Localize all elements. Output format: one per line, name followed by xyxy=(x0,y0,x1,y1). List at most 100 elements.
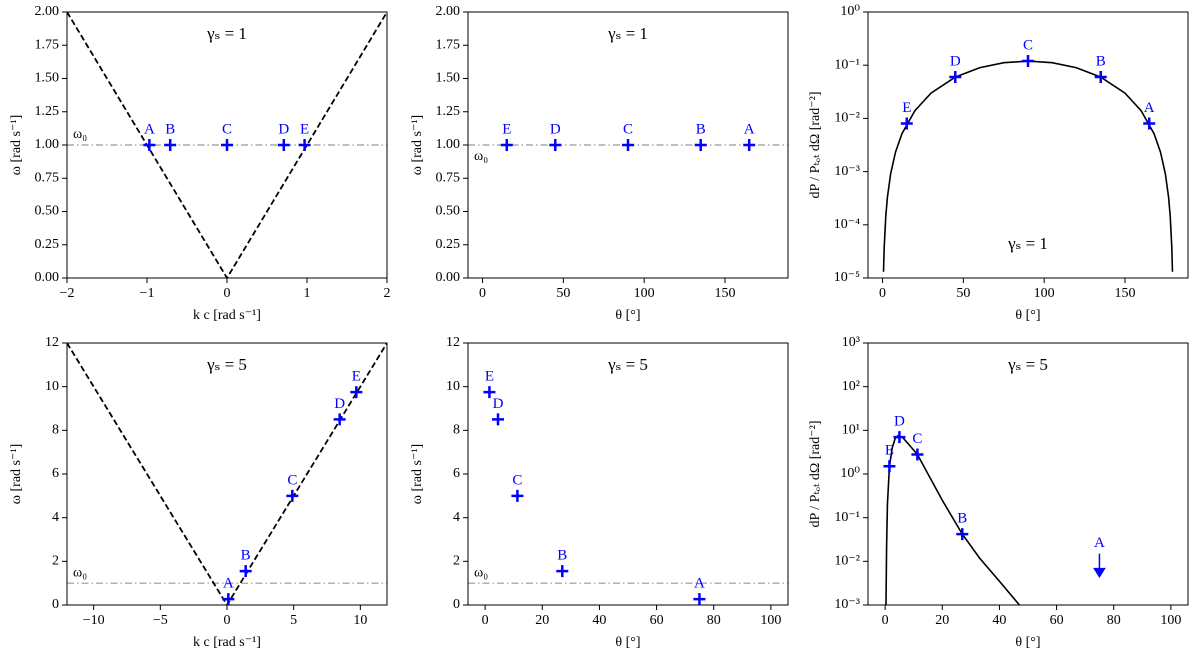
y-tick-label: 2.00 xyxy=(35,4,60,19)
x-tick-label: 0 xyxy=(879,286,886,301)
panel: 0 50 100 150 10⁻⁵ 10⁻⁴ 10⁻³ 10⁻² 10⁻¹ 10⁰ θ [°] dP … xyxy=(808,4,1189,323)
x-axis-label: θ [°] xyxy=(1015,635,1040,650)
point-label: B xyxy=(557,548,567,564)
annotation: γₛ = 5 xyxy=(1007,355,1048,374)
y-tick-label: 12 xyxy=(45,335,59,350)
point xyxy=(893,431,906,444)
x-tick-label: 100 xyxy=(1160,613,1181,628)
annotation: γₛ = 1 xyxy=(206,24,247,43)
point xyxy=(900,117,913,130)
panel: −10 −5 0 5 10 0 2 4 6 8 10 12 k c [rad s⁻¹] ω [rad s⁻… xyxy=(9,335,388,650)
point-label: A xyxy=(744,121,755,137)
x-tick-label: −1 xyxy=(140,286,155,301)
y-tick-label: 1.25 xyxy=(436,104,461,119)
y-tick-label: 6 xyxy=(52,466,59,481)
x-tick-label: 80 xyxy=(1107,613,1121,628)
y-tick-label: 10⁻² xyxy=(834,111,860,126)
y-tick-label: 1.50 xyxy=(35,71,60,86)
curve xyxy=(67,12,387,278)
x-tick-label: 100 xyxy=(634,286,655,301)
y-tick-label: 0.50 xyxy=(35,204,60,219)
y-tick-label: 0.00 xyxy=(436,270,461,285)
y-tick-label: 12 xyxy=(446,335,460,350)
x-tick-label: 0 xyxy=(482,613,489,628)
x-tick-label: 100 xyxy=(760,613,781,628)
x-tick-label: 20 xyxy=(935,613,949,628)
plot-area xyxy=(67,343,387,605)
y-tick-label: 10⁻³ xyxy=(834,164,860,179)
point xyxy=(911,448,924,461)
y-axis-label: ω [rad s⁻¹] xyxy=(410,444,425,504)
x-tick-label: 0 xyxy=(224,613,231,628)
y-tick-label: 2.00 xyxy=(436,4,461,19)
x-tick-label: −10 xyxy=(83,613,105,628)
point-label: E xyxy=(885,443,894,459)
point-label: D xyxy=(493,396,504,412)
y-axis-label: dP / Pₜₒₜ dΩ [rad⁻²] xyxy=(808,420,823,527)
point xyxy=(622,139,634,151)
x-tick-label: 40 xyxy=(992,613,1006,628)
point xyxy=(949,71,962,84)
point-label: D xyxy=(550,121,561,137)
plot-area xyxy=(885,434,1021,605)
y-tick-label: 0.25 xyxy=(436,237,461,252)
annotation: γₛ = 5 xyxy=(607,355,648,374)
x-axis-label: θ [°] xyxy=(615,635,640,650)
limit-label: A xyxy=(1094,535,1105,551)
x-tick-label: −2 xyxy=(60,286,75,301)
reference-label: ω₀ xyxy=(474,565,488,580)
y-tick-label: 10 xyxy=(446,379,460,394)
panel: 0 20 40 60 80 100 0 2 4 6 8 10 12 θ [°] ω [rad s⁻¹] ω₀ E… xyxy=(410,335,789,650)
panel: −2 −1 0 1 2 0.00 0.25 0.50 0.75 1.00 1.25 1.50 1.75 2… xyxy=(9,4,390,323)
point xyxy=(143,139,156,151)
point xyxy=(556,565,569,578)
y-axis-label: ω [rad s⁻¹] xyxy=(9,444,24,504)
point-label: E xyxy=(502,121,511,137)
point-label: C xyxy=(623,121,633,137)
y-tick-label: 10⁻⁵ xyxy=(834,270,860,285)
annotation: γₛ = 5 xyxy=(206,355,247,374)
point-label: E xyxy=(352,369,361,385)
point xyxy=(286,489,299,502)
y-tick-label: 0.75 xyxy=(35,170,60,185)
x-tick-label: 60 xyxy=(1050,613,1064,628)
point xyxy=(1022,54,1034,67)
point-label: A xyxy=(1144,100,1155,116)
point-label: B xyxy=(696,121,706,137)
point-label: B xyxy=(957,511,967,527)
point xyxy=(549,139,562,151)
point-label: D xyxy=(894,414,905,430)
point-label: C xyxy=(512,472,522,488)
y-axis-label: dP / Pₜₒₜ dΩ [rad⁻²] xyxy=(808,91,823,198)
point xyxy=(221,139,233,151)
y-tick-label: 1.75 xyxy=(436,37,461,52)
curve xyxy=(67,343,387,605)
y-tick-label: 10⁻³ xyxy=(834,597,860,612)
x-tick-label: 150 xyxy=(714,286,735,301)
x-tick-label: 20 xyxy=(535,613,549,628)
point xyxy=(492,413,504,426)
x-tick-label: 0 xyxy=(479,286,486,301)
x-tick-label: 60 xyxy=(650,613,664,628)
y-axis-label: ω [rad s⁻¹] xyxy=(410,115,425,175)
point xyxy=(298,139,311,151)
axes-frame xyxy=(467,11,789,279)
point-label: E xyxy=(902,100,911,116)
point xyxy=(743,139,756,151)
y-tick-label: 10 xyxy=(45,379,59,394)
point xyxy=(511,489,524,502)
x-tick-label: 10 xyxy=(353,613,367,628)
axes-frame xyxy=(867,11,1189,279)
x-tick-label: 0 xyxy=(224,286,231,301)
point xyxy=(693,593,706,606)
y-tick-label: 8 xyxy=(453,423,460,438)
x-axis-label: θ [°] xyxy=(615,308,640,323)
point-label: D xyxy=(950,53,961,69)
y-tick-label: 10⁻² xyxy=(834,554,860,569)
x-tick-label: 0 xyxy=(882,613,889,628)
point-label: D xyxy=(334,396,345,412)
y-tick-label: 0 xyxy=(52,597,59,612)
y-tick-label: 0.75 xyxy=(436,170,461,185)
y-tick-label: 1.75 xyxy=(35,37,60,52)
x-axis-label: k c [rad s⁻¹] xyxy=(193,308,261,323)
